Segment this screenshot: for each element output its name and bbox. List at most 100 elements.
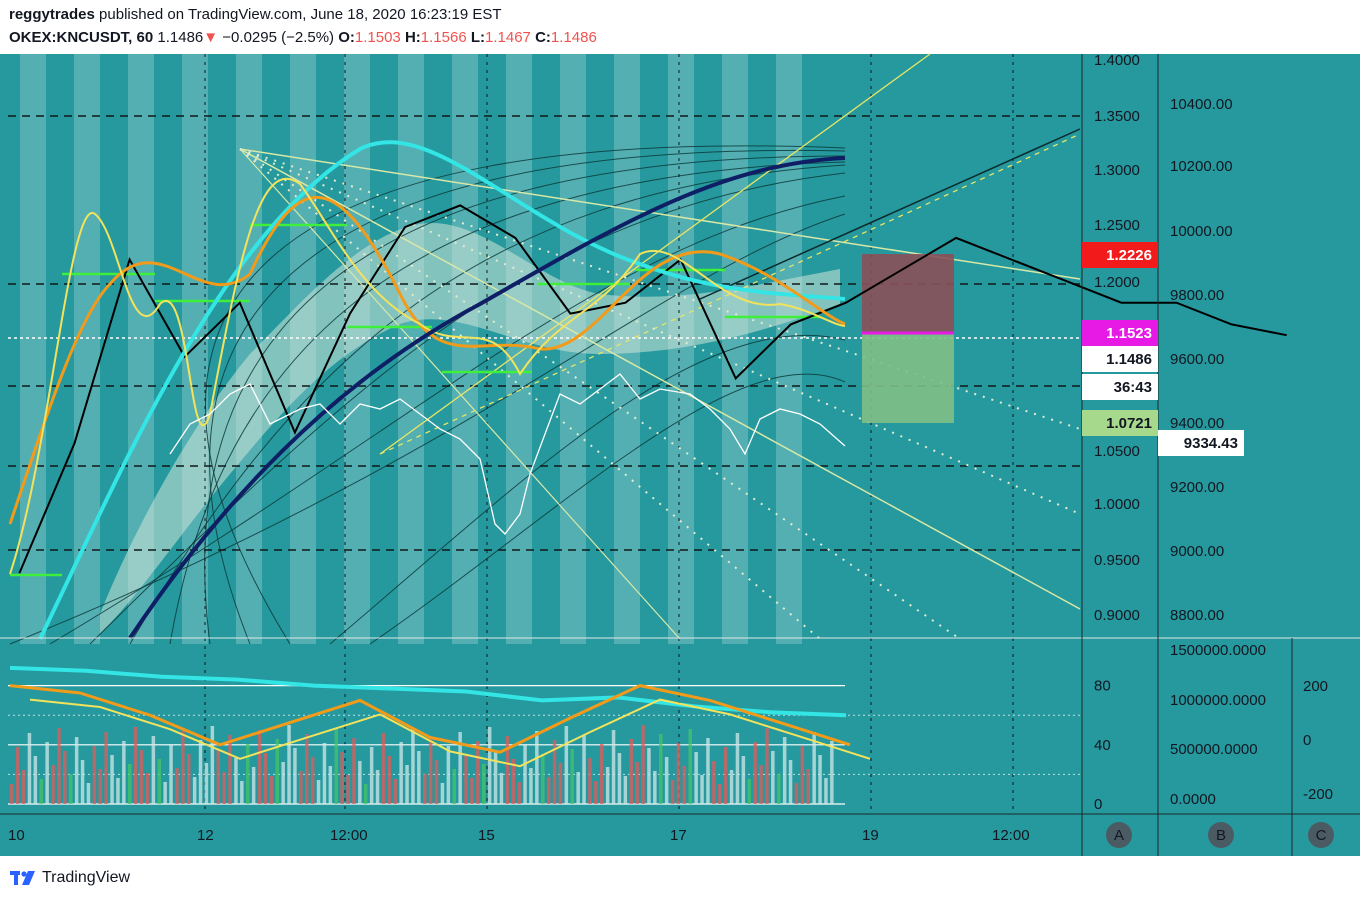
scale-button-c[interactable]	[1308, 822, 1334, 848]
ribbon-line	[89, 172, 846, 645]
price-tick-label: 1.0000	[1094, 496, 1140, 513]
ema-orange-line	[8, 196, 846, 525]
last-price-badge	[1082, 346, 1158, 372]
volume-bar	[600, 744, 604, 804]
volume-bar	[535, 731, 539, 804]
volume-bar	[482, 764, 486, 804]
trend-line	[239, 148, 961, 640]
time-tick-label: 12	[197, 827, 214, 844]
volume-bar	[104, 732, 108, 804]
volume-bar	[21, 770, 26, 804]
volume-bar	[741, 756, 746, 804]
volume-bar	[771, 751, 775, 804]
volume-bar	[163, 782, 167, 804]
price-badges: 1.2226 1.1523 1.1486 36:43 1.0721 9334.43	[1082, 242, 1244, 456]
scale-button-a[interactable]	[1106, 822, 1132, 848]
publish-line: reggytrades published on TradingView.com…	[9, 6, 502, 23]
axes: 1.4000 1.3500 1.3000 1.2500 1.2000 1.0500 1.00…	[0, 54, 1360, 856]
volume-bar	[788, 760, 793, 804]
countdown-badge-label: 36:43	[1114, 379, 1152, 396]
tradingview-brand[interactable]: TradingView	[42, 869, 131, 886]
symbol-label[interactable]: OKEX:KNCUSDT, 60	[9, 29, 154, 46]
volume-bar	[181, 731, 185, 804]
volume-bar	[33, 756, 38, 804]
time-tick-label: 19	[862, 827, 879, 844]
volume-bar	[635, 762, 639, 804]
close-value: 1.1486	[550, 29, 597, 46]
target-low-badge-label: 1.0721	[1106, 415, 1152, 432]
volume-bar	[647, 748, 651, 804]
osc-slow-line	[9, 665, 847, 718]
scale-button-label[interactable]: C	[1316, 827, 1327, 844]
price-tick-label: 1.4000	[1094, 54, 1140, 69]
btc-tick-label: 9200.00	[1170, 479, 1224, 496]
low-value: 1.1467	[485, 29, 531, 46]
author-name[interactable]: reggytrades	[9, 6, 95, 23]
volume-bar	[387, 756, 392, 804]
btc-tick-label: 10200.00	[1170, 158, 1233, 175]
footer-bar: TradingView	[0, 856, 1360, 901]
volume-bar	[623, 776, 628, 804]
volume-bar	[546, 777, 551, 804]
volume-bar	[334, 729, 338, 804]
price-change: −0.0295 (−2.5%)	[222, 29, 335, 46]
price-tick-label: 1.2000	[1094, 274, 1140, 291]
volume-bar	[187, 754, 191, 804]
volume-bar	[15, 747, 20, 804]
btc-price-badge	[1158, 430, 1244, 456]
volume-bar	[517, 782, 521, 804]
volume-bar	[57, 728, 61, 804]
volume-bar	[688, 729, 692, 804]
scale-button-b[interactable]	[1208, 822, 1234, 848]
volume-bar	[263, 753, 268, 804]
target-zone	[862, 333, 954, 423]
chart-svg[interactable]: 1.4000 1.3500 1.3000 1.2500 1.2000 1.0500 1.00…	[0, 54, 1360, 856]
volume-bar	[541, 754, 545, 804]
scale-button-label[interactable]: A	[1114, 827, 1124, 844]
ohlc-line: OKEX:KNCUSDT, 60 1.1486 ▼ −0.0295 (−2.5%)…	[9, 29, 597, 46]
target-high-badge-label: 1.2226	[1106, 247, 1152, 264]
ribbon-line	[329, 334, 846, 645]
volume-bar	[564, 726, 569, 804]
volume-bar	[246, 744, 250, 804]
volume-bar	[27, 733, 32, 804]
change-arrow-icon: ▼	[203, 29, 219, 46]
tradingview-logo-icon[interactable]	[10, 869, 36, 887]
session-band	[74, 54, 100, 644]
entry-price-badge-label: 1.1523	[1106, 325, 1152, 342]
volume-bar	[310, 757, 315, 804]
trend-line	[239, 148, 1081, 610]
close-label: C:	[535, 29, 551, 46]
scale-button-label[interactable]: B	[1216, 827, 1226, 844]
volume-bar	[346, 775, 350, 804]
volume-bar	[676, 743, 681, 804]
volume-bar	[458, 732, 462, 804]
ribbon-line	[129, 164, 846, 645]
volume-bar	[240, 781, 244, 804]
volume-bar	[39, 779, 43, 804]
volume-bar	[552, 740, 557, 804]
btc-tick-label: 8800.00	[1170, 607, 1224, 624]
volume-bar	[198, 740, 203, 804]
volume-bar	[305, 734, 309, 804]
volume-bar	[157, 759, 161, 804]
volume-bar	[605, 767, 610, 804]
ribbon-line	[205, 145, 846, 645]
ema-yellow-line	[9, 177, 846, 575]
volume-bar	[499, 773, 504, 804]
btc-tick-label: 9800.00	[1170, 287, 1224, 304]
volume-bar	[493, 750, 498, 804]
ribbon-line	[209, 149, 846, 645]
volume-bar	[216, 749, 220, 804]
volume-bar	[369, 747, 374, 804]
btc-overlay-line	[169, 373, 846, 535]
price-tick-label: 1.3500	[1094, 108, 1140, 125]
volume-bar	[476, 741, 480, 804]
open-value: 1.1503	[354, 29, 401, 46]
time-tick-label: 12:00	[992, 827, 1030, 844]
volume-bar	[511, 759, 515, 804]
volume-bar	[759, 765, 763, 804]
session-band	[776, 54, 802, 644]
chart-canvas[interactable]: 1.4000 1.3500 1.3000 1.2500 1.2000 1.0500 1.00…	[0, 54, 1360, 856]
volume-bar	[358, 761, 362, 804]
